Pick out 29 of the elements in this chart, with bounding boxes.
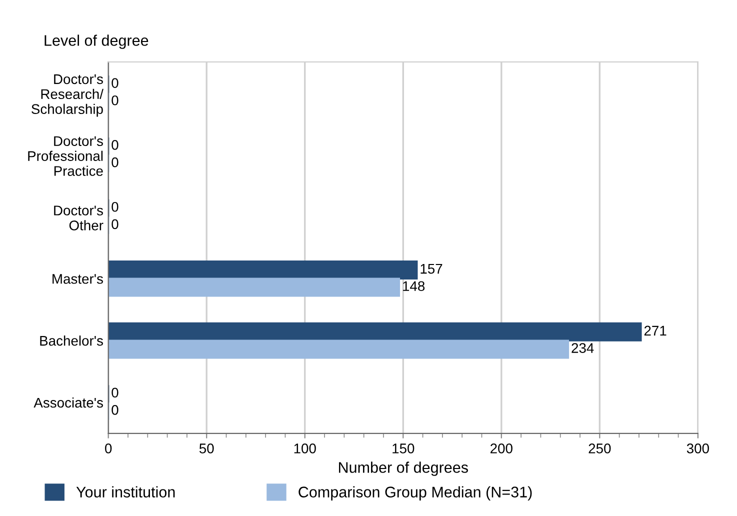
- data-label: 0: [112, 202, 118, 212]
- y-tick-label: Doctor's Research/ Scholarship: [32, 74, 104, 117]
- data-label: 157: [420, 264, 442, 274]
- y-tick-label: Doctor's Other: [54, 206, 104, 230]
- x-tick-label: 300: [686, 444, 709, 454]
- data-label: 271: [644, 326, 666, 336]
- legend-label: Comparison Group Median (N=31): [298, 486, 532, 500]
- data-label: 0: [112, 157, 118, 168]
- y-axis-title: Level of degree: [44, 34, 148, 49]
- x-tick-label: 250: [588, 444, 611, 454]
- data-label: 0: [112, 219, 118, 230]
- y-tick-label: Associate's: [34, 397, 103, 408]
- data-label: 0: [112, 388, 118, 398]
- y-tick-label: Doctor's Professional Practice: [28, 136, 103, 176]
- x-tick-label: 100: [294, 444, 316, 454]
- x-tick-label: 50: [199, 444, 214, 454]
- data-label: 0: [112, 78, 118, 88]
- legend-label: Your institution: [76, 486, 175, 498]
- x-tick-label: 0: [105, 444, 112, 454]
- data-label: 234: [572, 343, 594, 353]
- data-label: 0: [112, 140, 118, 150]
- y-tick-label: Master's: [52, 274, 103, 284]
- x-tick-label: 150: [392, 444, 414, 454]
- x-axis-title: Number of degrees: [339, 462, 468, 476]
- data-label: 0: [112, 95, 118, 106]
- data-label: 0: [112, 405, 118, 415]
- y-tick-label: Bachelor's: [40, 336, 103, 346]
- x-tick-label: 200: [490, 444, 512, 454]
- data-label: 148: [403, 281, 425, 292]
